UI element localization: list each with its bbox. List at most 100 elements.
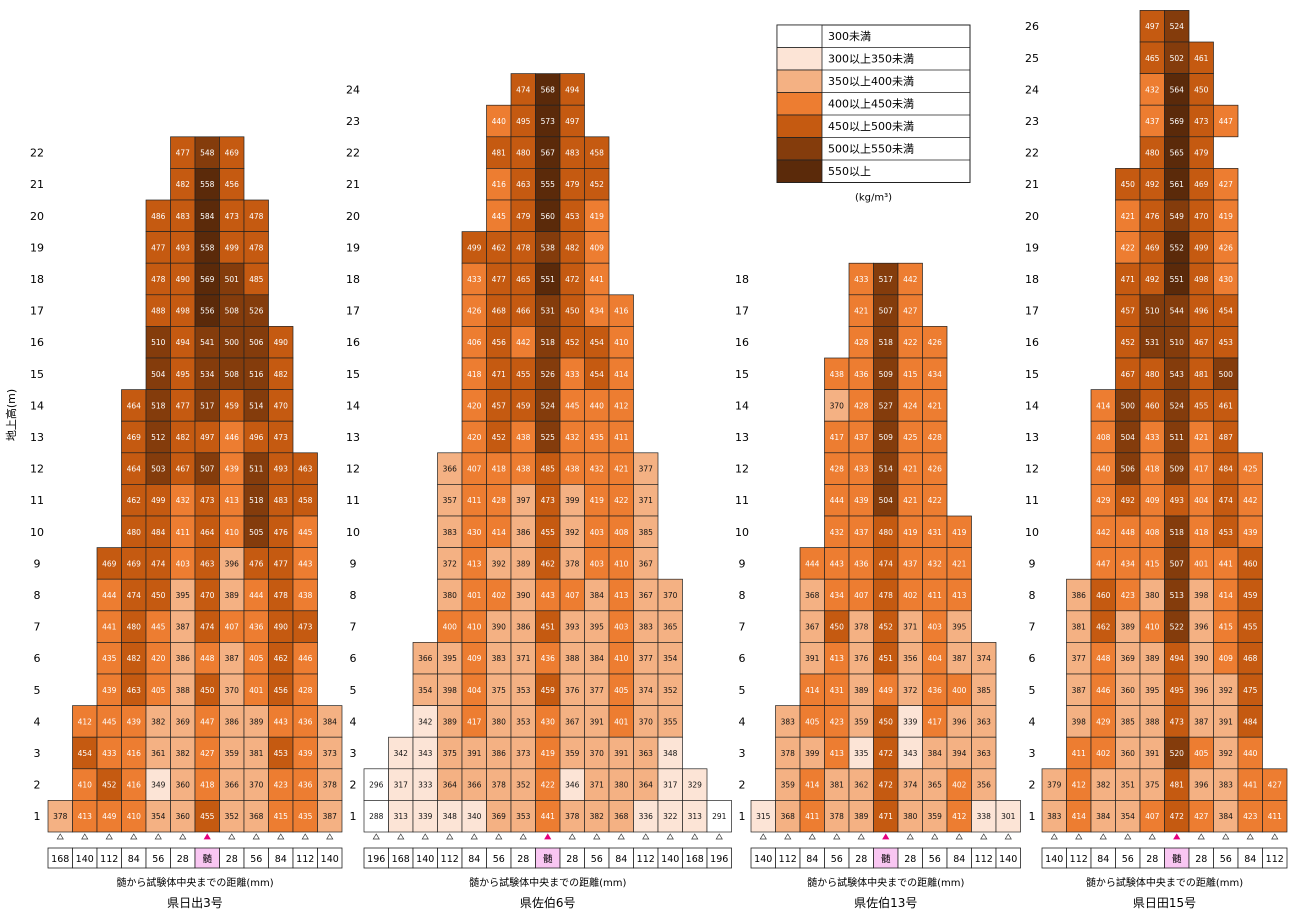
cell-value: 433: [854, 275, 869, 284]
density-cell: [121, 452, 147, 485]
cell-value: 378: [53, 812, 68, 821]
distance-label: 84: [275, 854, 287, 865]
cell-value: 394: [952, 749, 967, 758]
density-cell: [1115, 420, 1141, 454]
cell-value: 527: [879, 401, 894, 410]
cell-value: 471: [1121, 275, 1136, 284]
cell-value: 389: [1145, 654, 1160, 663]
y-axis-title-text: 地上高(m): [4, 389, 18, 441]
height-label: 8: [739, 589, 746, 602]
density-cell: [145, 515, 171, 548]
cell-value: 384: [590, 591, 605, 600]
density-cell: [219, 736, 245, 770]
height-label: 5: [34, 684, 41, 697]
cell-value: 422: [614, 496, 629, 505]
density-cell: [633, 610, 659, 643]
legend-swatch: [776, 114, 823, 138]
density-cell: [535, 484, 561, 517]
cell-value: 413: [952, 591, 967, 600]
density-cell: [535, 104, 561, 138]
cell-value: 399: [805, 749, 820, 758]
density-cell: [1115, 642, 1141, 675]
density-cell: [510, 420, 536, 454]
cell-value: 494: [565, 85, 580, 94]
density-cell: [559, 420, 585, 454]
cell-value: 360: [1121, 686, 1136, 695]
cell-value: 524: [1170, 401, 1185, 410]
density-cell: [1066, 768, 1092, 801]
distance-label: 196: [710, 854, 728, 865]
density-cell: [461, 484, 487, 517]
cell-value: 482: [274, 370, 289, 379]
cell-value: 481: [492, 149, 507, 158]
cell-value: 433: [1145, 433, 1160, 442]
cell-value: 423: [274, 781, 289, 790]
cell-value: 408: [1145, 528, 1160, 537]
density-cell: [145, 578, 171, 612]
cell-value: 380: [614, 781, 629, 790]
cell-value: 356: [903, 654, 918, 663]
cell-value: 473: [541, 496, 556, 505]
density-cell: [510, 231, 536, 264]
density-cell: [1188, 199, 1214, 232]
cell-value: 472: [879, 749, 894, 758]
cell-value: 418: [492, 465, 507, 474]
cell-value: 409: [467, 654, 482, 663]
distance-label: 28: [904, 854, 916, 865]
cell-value: 469: [127, 433, 142, 442]
cell-value: 476: [274, 528, 289, 537]
cell-value: 396: [1194, 623, 1209, 632]
cell-value: 438: [298, 591, 313, 600]
density-cell: [412, 642, 438, 675]
cell-value: 403: [590, 559, 605, 568]
density-cell: [535, 199, 561, 232]
density-cell: [873, 294, 899, 327]
cell-value: 482: [127, 654, 142, 663]
cell-value: 450: [565, 307, 580, 316]
distance-label: 140: [76, 854, 94, 865]
cell-value: 368: [781, 812, 796, 821]
cell-value: 443: [830, 559, 845, 568]
density-cell: [873, 610, 899, 643]
cell-value: 506: [1121, 465, 1136, 474]
density-cell: [268, 420, 294, 454]
density-cell: [194, 484, 220, 517]
cell-value: 425: [903, 433, 918, 442]
density-cell: [1139, 578, 1165, 612]
cell-value: 407: [854, 591, 869, 600]
density-cell: [922, 642, 948, 675]
cell-value: 457: [492, 401, 507, 410]
cell-value: 440: [1096, 465, 1111, 474]
density-cell: [170, 199, 196, 232]
density-cell: [1237, 800, 1263, 833]
density-cell: [486, 136, 512, 169]
distance-label: 140: [416, 854, 434, 865]
cell-value: 435: [298, 812, 313, 821]
cell-value: 416: [614, 307, 629, 316]
height-label: 21: [30, 178, 44, 191]
cell-value: 430: [1219, 275, 1234, 284]
density-cell: [1066, 705, 1092, 738]
cell-value: 359: [565, 749, 580, 758]
density-cell: [946, 705, 972, 738]
distance-label: 112: [441, 854, 459, 865]
cell-value: 459: [541, 686, 556, 695]
cell-value: 482: [176, 433, 191, 442]
distance-label: 112: [779, 854, 797, 865]
density-cell: [170, 452, 196, 485]
density-cell: [1213, 357, 1239, 390]
density-cell: [608, 578, 634, 612]
cell-value: 427: [1194, 812, 1209, 821]
sample-marker-icon: [470, 833, 478, 840]
density-cell: [584, 136, 610, 169]
cell-value: 477: [176, 401, 191, 410]
cell-value: 411: [928, 591, 943, 600]
density-cell: [219, 800, 245, 833]
density-cell: [121, 642, 147, 675]
height-label: 5: [350, 684, 357, 697]
distance-label: 56: [493, 854, 505, 865]
height-label: 22: [30, 147, 44, 160]
density-cell: [946, 610, 972, 643]
density-cell: [559, 673, 585, 706]
cell-value: 444: [830, 496, 845, 505]
